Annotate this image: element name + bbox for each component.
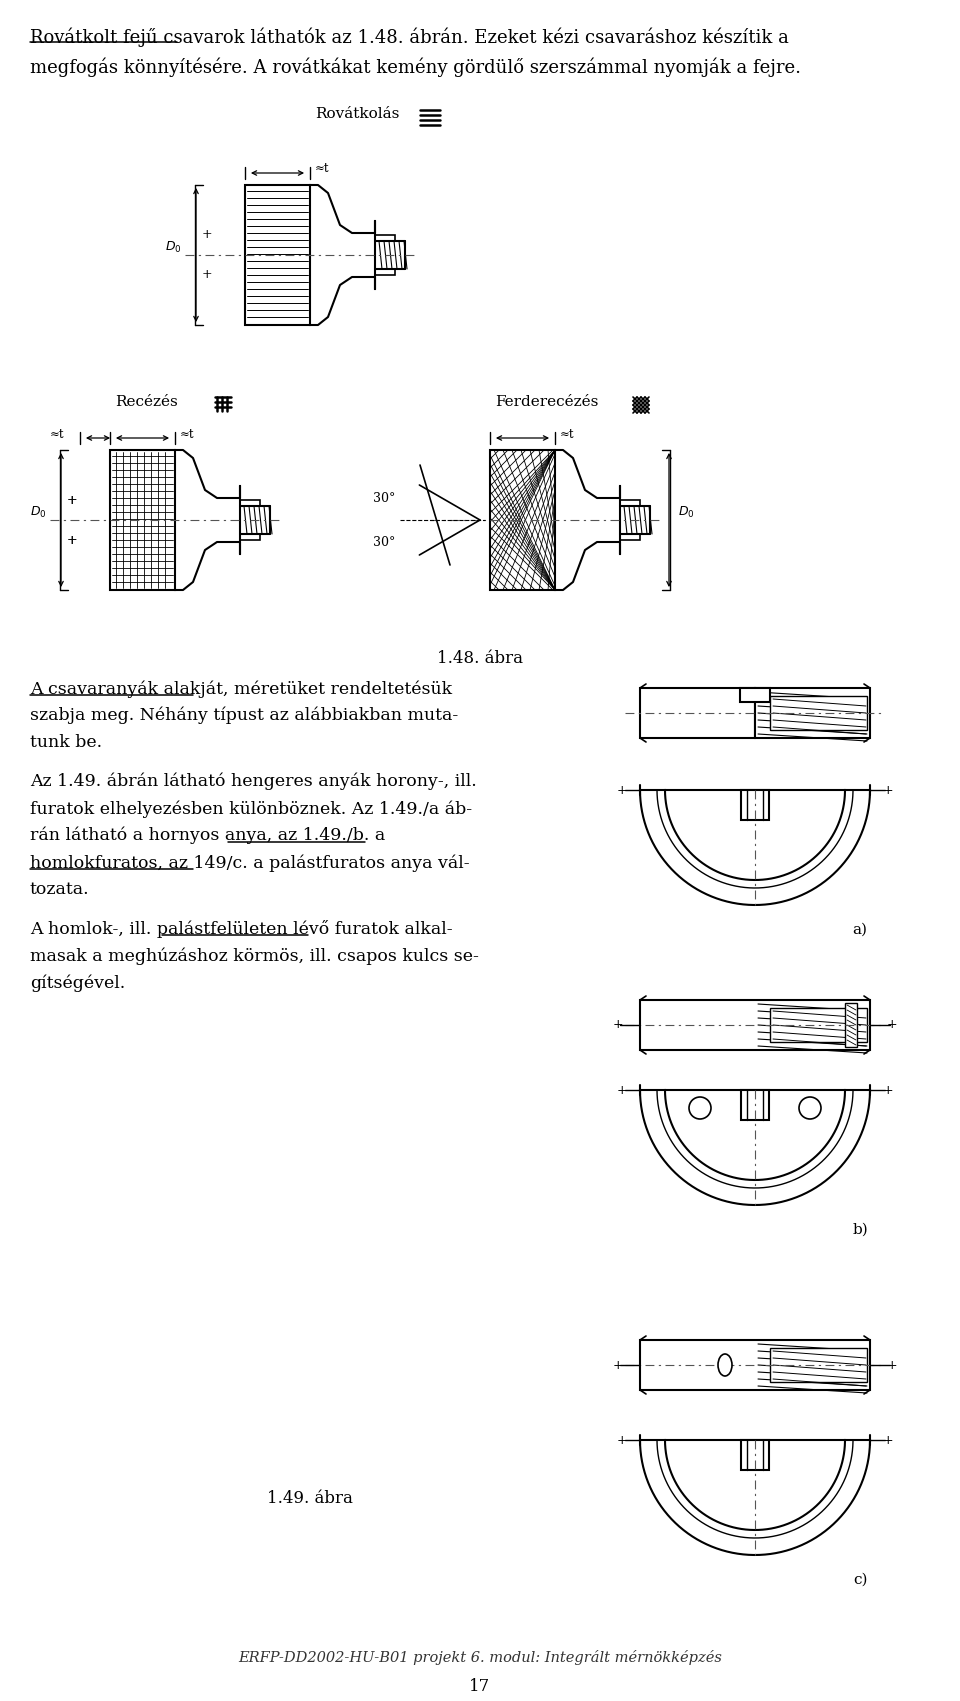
Text: ≈t: ≈t	[50, 427, 64, 441]
Circle shape	[799, 1097, 821, 1119]
Text: $D_0$: $D_0$	[30, 505, 46, 519]
Text: +: +	[616, 1434, 627, 1446]
Text: +: +	[887, 1359, 898, 1371]
Text: megfogás könnyítésére. A rovátkákat kemény gördülő szerszámmal nyomják a fejre.: megfogás könnyítésére. A rovátkákat kemé…	[30, 58, 801, 78]
Text: +: +	[616, 1084, 627, 1097]
Text: masak a meghúzáshoz körmös, ill. csapos kulcs se-: masak a meghúzáshoz körmös, ill. csapos …	[30, 947, 479, 964]
Text: a): a)	[852, 924, 868, 937]
Text: +: +	[887, 1019, 898, 1031]
Text: tunk be.: tunk be.	[30, 735, 102, 752]
Bar	[770, 1347, 867, 1381]
Bar	[240, 500, 260, 505]
Text: rán látható a hornyos anya, az 1.49./b. a: rán látható a hornyos anya, az 1.49./b. …	[30, 827, 385, 844]
Text: +: +	[612, 1359, 623, 1371]
Bar	[620, 534, 640, 539]
Text: Rovátkolás: Rovátkolás	[315, 107, 399, 121]
Text: +: +	[882, 784, 894, 796]
Bar	[620, 500, 640, 505]
Bar	[741, 1090, 769, 1119]
Text: +: +	[616, 784, 627, 796]
Bar	[490, 451, 555, 590]
Bar	[845, 1004, 857, 1048]
Bar	[755, 687, 870, 738]
Bar	[240, 534, 260, 539]
Text: +: +	[66, 493, 78, 507]
Text: b): b)	[852, 1223, 868, 1237]
Text: +: +	[202, 228, 212, 242]
Bar	[741, 789, 769, 820]
Text: gítségével.: gítségével.	[30, 975, 125, 992]
Text: c): c)	[852, 1573, 867, 1587]
Bar	[741, 1441, 769, 1470]
Text: 17: 17	[469, 1677, 491, 1694]
Text: +: +	[612, 1019, 623, 1031]
Text: A csavaranyák alakját, méretüket rendeltetésük: A csavaranyák alakját, méretüket rendelt…	[30, 680, 452, 697]
Text: +: +	[66, 534, 78, 546]
Bar	[740, 687, 770, 703]
Bar	[375, 269, 395, 276]
Bar	[640, 1340, 870, 1390]
Text: homlokfuratos, az 149/c. a palástfuratos anya vál-: homlokfuratos, az 149/c. a palástfuratos…	[30, 854, 469, 871]
Text: 1.49. ábra: 1.49. ábra	[267, 1490, 353, 1507]
Text: 30°: 30°	[372, 492, 395, 505]
Text: szabja meg. Néhány típust az alábbiakban muta-: szabja meg. Néhány típust az alábbiakban…	[30, 708, 458, 725]
Bar	[640, 687, 755, 738]
Bar	[245, 185, 310, 325]
Circle shape	[689, 1097, 711, 1119]
Text: +: +	[66, 534, 78, 546]
Text: ≈t: ≈t	[315, 163, 329, 175]
Text: furatok elhelyezésben különböznek. Az 1.49./a áb-: furatok elhelyezésben különböznek. Az 1.…	[30, 799, 472, 818]
Bar	[375, 235, 395, 242]
Text: ≈t: ≈t	[180, 427, 195, 441]
Ellipse shape	[718, 1354, 732, 1376]
Bar	[640, 1000, 870, 1050]
Text: ≈t: ≈t	[560, 427, 574, 441]
Text: tozata.: tozata.	[30, 881, 89, 898]
Text: 1.48. ábra: 1.48. ábra	[437, 650, 523, 667]
Text: +: +	[882, 1084, 894, 1097]
Text: $D_0$: $D_0$	[165, 240, 181, 255]
Text: Recézés: Recézés	[115, 395, 178, 408]
Text: Rovátkolt fejű csavarok láthatók az 1.48. ábrán. Ezeket kézi csavaráshoz készíti: Rovátkolt fejű csavarok láthatók az 1.48…	[30, 27, 789, 48]
Bar	[110, 451, 175, 590]
Bar	[770, 696, 867, 730]
Text: $D_0$: $D_0$	[678, 505, 695, 519]
Text: +: +	[882, 1434, 894, 1446]
Bar	[770, 1009, 867, 1043]
Text: A homlok-, ill. palástfelületen lévő furatok alkal-: A homlok-, ill. palástfelületen lévő fur…	[30, 920, 452, 937]
Text: ERFP-DD2002-HU-B01 projekt 6. modul: Integrált mérnökképzés: ERFP-DD2002-HU-B01 projekt 6. modul: Int…	[238, 1650, 722, 1665]
Text: Az 1.49. ábrán látható hengeres anyák horony-, ill.: Az 1.49. ábrán látható hengeres anyák ho…	[30, 772, 477, 791]
Text: 30°: 30°	[372, 536, 395, 548]
Text: +: +	[66, 493, 78, 507]
Text: +: +	[202, 269, 212, 281]
Text: Ferderecézés: Ferderecézés	[495, 395, 598, 408]
